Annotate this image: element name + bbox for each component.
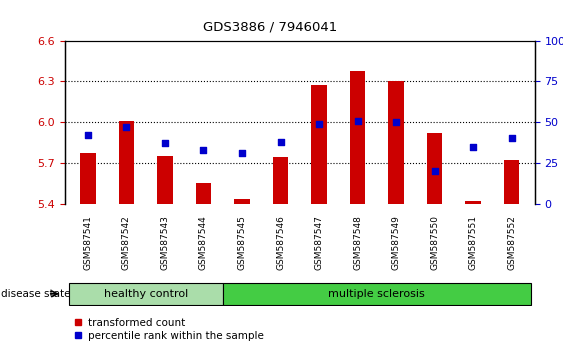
Bar	[273, 158, 288, 204]
Bar	[311, 85, 327, 204]
Text: GSM587544: GSM587544	[199, 215, 208, 270]
Point	[468, 144, 477, 149]
Text: GSM587543: GSM587543	[160, 215, 169, 270]
Bar	[350, 70, 365, 204]
Bar	[504, 160, 520, 204]
Text: GSM587547: GSM587547	[315, 215, 324, 270]
Bar	[69, 282, 223, 305]
Text: healthy control: healthy control	[104, 289, 188, 299]
Bar	[427, 133, 443, 204]
Bar	[119, 121, 134, 204]
Point	[276, 139, 285, 144]
Point	[353, 118, 362, 123]
Text: multiple sclerosis: multiple sclerosis	[328, 289, 425, 299]
Text: GSM587541: GSM587541	[83, 215, 92, 270]
Text: GSM587552: GSM587552	[507, 215, 516, 270]
Text: GSM587546: GSM587546	[276, 215, 285, 270]
Point	[199, 147, 208, 153]
Point	[315, 121, 324, 127]
Point	[83, 132, 92, 138]
Point	[238, 150, 247, 156]
Point	[392, 119, 401, 125]
Text: GSM587542: GSM587542	[122, 215, 131, 270]
Bar	[223, 282, 531, 305]
Bar	[234, 200, 250, 204]
Point	[430, 168, 439, 174]
Point	[507, 136, 516, 141]
Point	[122, 124, 131, 130]
Point	[160, 141, 169, 146]
Text: disease state: disease state	[1, 289, 70, 299]
Bar	[80, 153, 96, 204]
Text: GSM587548: GSM587548	[353, 215, 362, 270]
Text: GSM587545: GSM587545	[238, 215, 247, 270]
Bar	[388, 81, 404, 204]
Bar	[466, 201, 481, 204]
Bar	[196, 183, 211, 204]
Text: GSM587549: GSM587549	[392, 215, 401, 270]
Text: GSM587551: GSM587551	[468, 215, 477, 270]
Text: GSM587550: GSM587550	[430, 215, 439, 270]
Text: GDS3886 / 7946041: GDS3886 / 7946041	[203, 21, 337, 34]
Bar	[157, 156, 173, 204]
Legend: transformed count, percentile rank within the sample: transformed count, percentile rank withi…	[70, 314, 267, 345]
